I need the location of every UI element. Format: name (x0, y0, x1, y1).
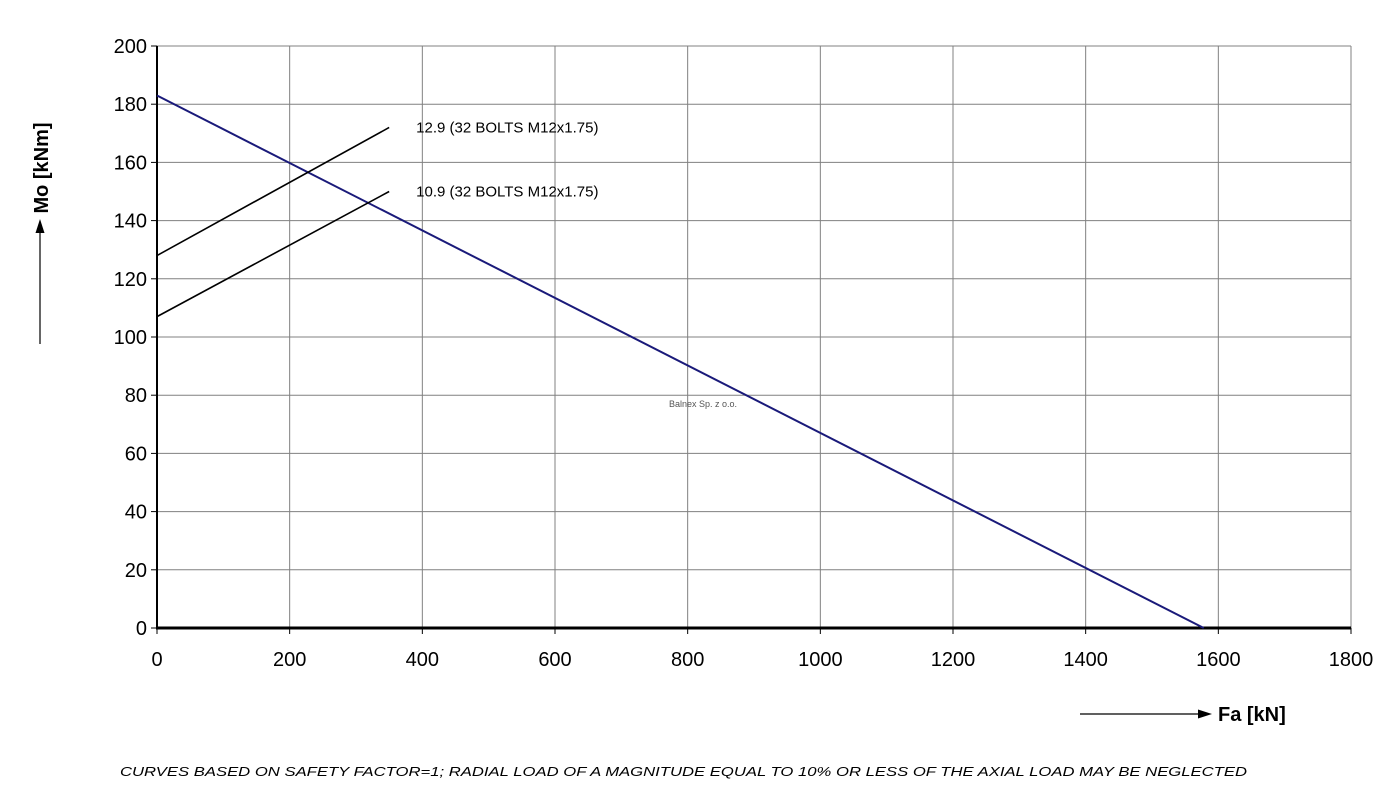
y-tick-label: 20 (125, 560, 147, 582)
series-line-1 (156, 126, 390, 257)
y-tick-label: 80 (125, 385, 147, 407)
y-tick-label: 40 (125, 502, 147, 524)
axes (151, 45, 1352, 634)
x-tick-label: 200 (273, 649, 306, 671)
series-lines (156, 94, 1205, 629)
y-tick-label: 140 (114, 211, 147, 233)
x-tick-label: 600 (538, 649, 571, 671)
y-tick-label: 180 (114, 94, 147, 116)
grid (157, 45, 1352, 628)
x-axis-arrow (1080, 709, 1212, 719)
x-tick-label: 1400 (1063, 649, 1108, 671)
series-label-2: 10.9 (32 BOLTS M12x1.75) (416, 184, 598, 201)
y-axis-title: Mo [kNm] (31, 122, 53, 213)
watermark: Balnex Sp. z o.o. (669, 399, 737, 409)
y-tick-label: 60 (125, 443, 147, 465)
y-tick-label: 160 (114, 152, 147, 174)
footnote: CURVES BASED ON SAFETY FACTOR=1; RADIAL … (120, 764, 1247, 779)
y-tick-label: 100 (114, 327, 147, 349)
y-tick-label: 120 (114, 269, 147, 291)
series-line-2 (156, 190, 390, 318)
annotations: 12.9 (32 BOLTS M12x1.75) 10.9 (32 BOLTS M… (416, 119, 598, 200)
x-tick-label: 1200 (931, 649, 976, 671)
x-tick-label: 1800 (1329, 649, 1374, 671)
x-tick-label: 1600 (1196, 649, 1241, 671)
y-tick-label: 200 (114, 36, 147, 58)
tick-labels: 0 200 400 600 800 1000 1200 1400 1600 1800 0 20 40 60… (114, 36, 1374, 671)
x-tick-label: 0 (151, 649, 162, 671)
y-tick-label: 0 (136, 618, 147, 640)
x-tick-label: 400 (406, 649, 439, 671)
x-axis-title: Fa [kN] (1218, 704, 1286, 726)
series-label-1: 12.9 (32 BOLTS M12x1.75) (416, 119, 598, 136)
x-tick-label: 800 (671, 649, 704, 671)
y-axis-arrow (35, 219, 45, 344)
series-line-main (156, 94, 1205, 629)
x-tick-label: 1000 (798, 649, 843, 671)
